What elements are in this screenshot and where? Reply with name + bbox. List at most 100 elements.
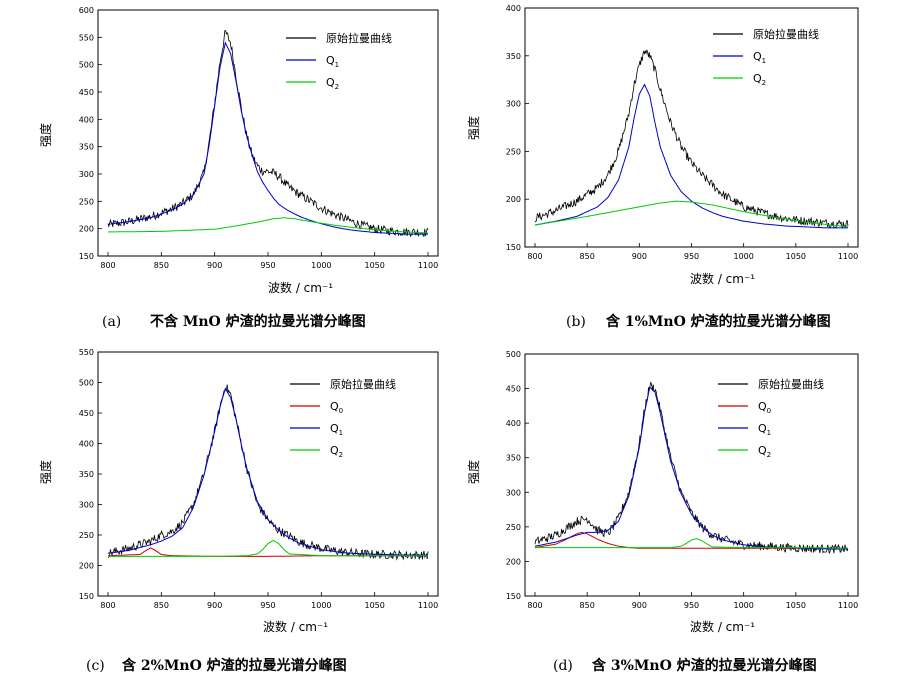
legend-label: Q2 [326,76,339,91]
x-tick-label: 1100 [418,601,438,610]
caption-text: 含 2%MnO 炉渣的拉曼光谱分峰图 [122,657,347,674]
y-tick-label: 350 [79,470,94,479]
y-tick-label: 350 [506,52,521,61]
legend-subscript: 1 [762,57,766,65]
series-line-原始拉曼曲线 [107,30,429,238]
series-line-原始拉曼曲线 [534,49,849,229]
y-tick-label: 400 [79,115,94,124]
caption-tag: (d) [553,658,573,674]
chart-panel-c: 150 200 250 300 350 400 450 500 550 800 850 900 950 1… [38,348,439,674]
y-axis-label: 强度 [38,460,53,484]
caption-tag: (c) [86,658,105,674]
series-line-Q2 [108,539,428,557]
x-tick-label: 850 [154,261,169,270]
x-tick-label: 950 [684,252,699,261]
caption-tag: (b) [566,314,586,330]
legend-subscript: 1 [335,61,339,69]
series-line-Q2 [534,200,849,228]
caption-text: 含 3%MnO 炉渣的拉曼光谱分峰图 [592,657,817,674]
series-line-Q1 [107,387,428,556]
legend-label: Q0 [758,400,771,415]
x-tick-label: 850 [580,252,595,261]
x-tick-label: 950 [260,261,275,270]
y-axis-label: 强度 [466,460,481,484]
x-tick-label: 1050 [786,601,806,610]
y-tick-label: 300 [506,488,521,497]
x-tick-label: 950 [684,601,699,610]
legend-subscript: 0 [339,407,343,415]
y-tick-label: 250 [506,523,521,532]
legend-subscript: 0 [767,407,771,415]
y-tick-label: 500 [506,350,521,359]
y-tick-label: 200 [79,562,94,571]
chart-panel-d: 150 200 250 300 350 400 450 500 800 850 900 950 1000… [466,350,859,674]
y-axis-label: 强度 [38,123,53,147]
series-line-Q1 [107,41,428,235]
x-tick-label: 1000 [311,261,331,270]
y-tick-label: 250 [79,531,94,540]
legend-label: 原始拉曼曲线 [753,27,819,41]
y-tick-label: 400 [506,4,521,13]
legend-label: Q1 [326,54,339,69]
x-tick-label: 800 [100,261,115,270]
legend-subscript: 2 [767,451,771,459]
y-tick-label: 200 [506,195,521,204]
series-line-Q2 [535,538,848,549]
x-tick-label: 850 [580,601,595,610]
y-tick-label: 550 [79,348,94,357]
x-tick-label: 1000 [733,601,753,610]
y-tick-label: 500 [79,61,94,70]
x-tick-label: 900 [632,252,647,261]
x-axis-label: 波数 / cm⁻¹ [268,280,333,295]
series-line-Q1 [534,386,848,550]
legend-subscript: 2 [335,83,339,91]
y-axis-label: 强度 [466,116,481,140]
y-tick-label: 250 [506,147,521,156]
legend-label: Q2 [330,444,343,459]
x-tick-label: 1050 [364,261,384,270]
x-tick-label: 850 [154,601,169,610]
legend-label: 原始拉曼曲线 [758,377,824,391]
x-tick-label: 1100 [418,261,438,270]
y-tick-label: 300 [79,170,94,179]
y-tick-label: 550 [79,33,94,42]
y-tick-label: 400 [79,440,94,449]
plot-frame [97,9,439,257]
legend-label: Q2 [753,72,766,87]
series-line-原始拉曼曲线 [107,384,429,561]
plot-frame [524,7,859,248]
y-tick-label: 150 [506,243,521,252]
x-axis-label: 波数 / cm⁻¹ [690,271,755,286]
legend-label: 原始拉曼曲线 [326,31,392,45]
series-line-原始拉曼曲线 [534,381,849,555]
series-line-Q0 [108,547,428,557]
x-tick-label: 900 [632,601,647,610]
x-tick-label: 1050 [786,252,806,261]
chart-panel-a: 150 200 250 300 350 400 450 500 550 600 800 850 900 9… [38,6,439,330]
x-tick-label: 800 [100,601,115,610]
x-tick-label: 1050 [364,601,384,610]
x-tick-label: 1000 [733,252,753,261]
legend-label: Q1 [758,422,771,437]
x-tick-label: 1100 [838,601,858,610]
x-tick-label: 950 [260,601,275,610]
x-tick-label: 900 [207,261,222,270]
x-tick-label: 1100 [838,252,858,261]
legend-subscript: 1 [339,429,343,437]
legend-label: Q1 [753,50,766,65]
caption-text: 含 1%MnO 炉渣的拉曼光谱分峰图 [606,313,831,330]
y-tick-label: 450 [79,409,94,418]
y-tick-label: 150 [506,592,521,601]
y-tick-label: 300 [79,501,94,510]
y-tick-label: 600 [79,6,94,15]
legend-subscript: 1 [767,429,771,437]
legend-label: Q1 [330,422,343,437]
series-line-Q1 [534,83,848,229]
legend-subscript: 2 [339,451,343,459]
x-axis-label: 波数 / cm⁻¹ [263,619,328,634]
y-tick-label: 200 [79,225,94,234]
x-tick-label: 1000 [311,601,331,610]
x-axis-label: 波数 / cm⁻¹ [690,619,755,634]
